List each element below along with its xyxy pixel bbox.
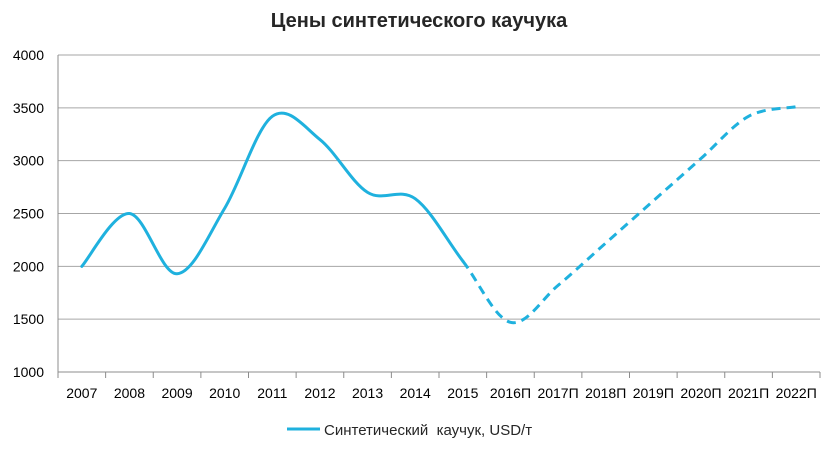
- y-tick-label: 1500: [13, 311, 44, 327]
- data-point: [366, 190, 370, 194]
- gridlines: [58, 54, 820, 320]
- y-tick-label: 4000: [13, 47, 44, 63]
- data-point: [270, 114, 274, 118]
- data-point: [413, 197, 417, 201]
- y-tick-label: 3500: [13, 100, 44, 116]
- x-tick-label: 2014: [400, 385, 431, 401]
- data-point: [175, 272, 179, 276]
- series-line-actual: [80, 111, 465, 276]
- x-tick-label: 2012: [304, 385, 335, 401]
- y-axis-ticks: 1000 1500 2000 2500 3000 3500 4000: [13, 47, 44, 380]
- x-tick-label: 2016П: [490, 385, 531, 401]
- x-tick-label: 2020П: [680, 385, 721, 401]
- series-group: [80, 105, 798, 325]
- x-tick-label: 2018П: [585, 385, 626, 401]
- axes: [57, 55, 821, 378]
- y-tick-label: 2500: [13, 206, 44, 222]
- data-point: [318, 138, 322, 142]
- data-point: [223, 206, 227, 210]
- x-tick-label: 2010: [209, 385, 240, 401]
- data-point: [461, 259, 465, 263]
- x-tick-label: 2009: [161, 385, 192, 401]
- data-point: [556, 283, 560, 287]
- x-tick-label: 2008: [114, 385, 145, 401]
- x-axis-ticks: 2007 2008 2009 2010 2011 2012 2013 2014 2015 2016…: [66, 385, 817, 401]
- legend-label: Синтетический каучук, USD/т: [324, 422, 532, 439]
- data-point: [699, 157, 703, 161]
- data-point: [747, 114, 751, 118]
- y-tick-label: 3000: [13, 153, 44, 169]
- data-point: [508, 320, 512, 324]
- legend[interactable]: Синтетический каучук, USD/т: [287, 422, 532, 439]
- data-point: [651, 199, 655, 203]
- x-tick-label: 2019П: [633, 385, 674, 401]
- data-point: [794, 105, 798, 109]
- data-point: [80, 264, 84, 268]
- x-tick-label: 2015: [447, 385, 478, 401]
- data-point: [127, 212, 131, 216]
- y-tick-label: 1000: [13, 364, 44, 380]
- data-point: [604, 241, 608, 245]
- x-tick-label: 2007: [66, 385, 97, 401]
- x-tick-label: 2021П: [728, 385, 769, 401]
- x-tick-label: 2017П: [537, 385, 578, 401]
- chart-title: Цены синтетического каучука: [271, 10, 568, 32]
- y-tick-label: 2000: [13, 258, 44, 274]
- x-tick-label: 2013: [352, 385, 383, 401]
- series-line-forecast: [461, 105, 797, 325]
- x-tick-label: 2022П: [776, 385, 817, 401]
- x-tick-label: 2011: [257, 385, 287, 401]
